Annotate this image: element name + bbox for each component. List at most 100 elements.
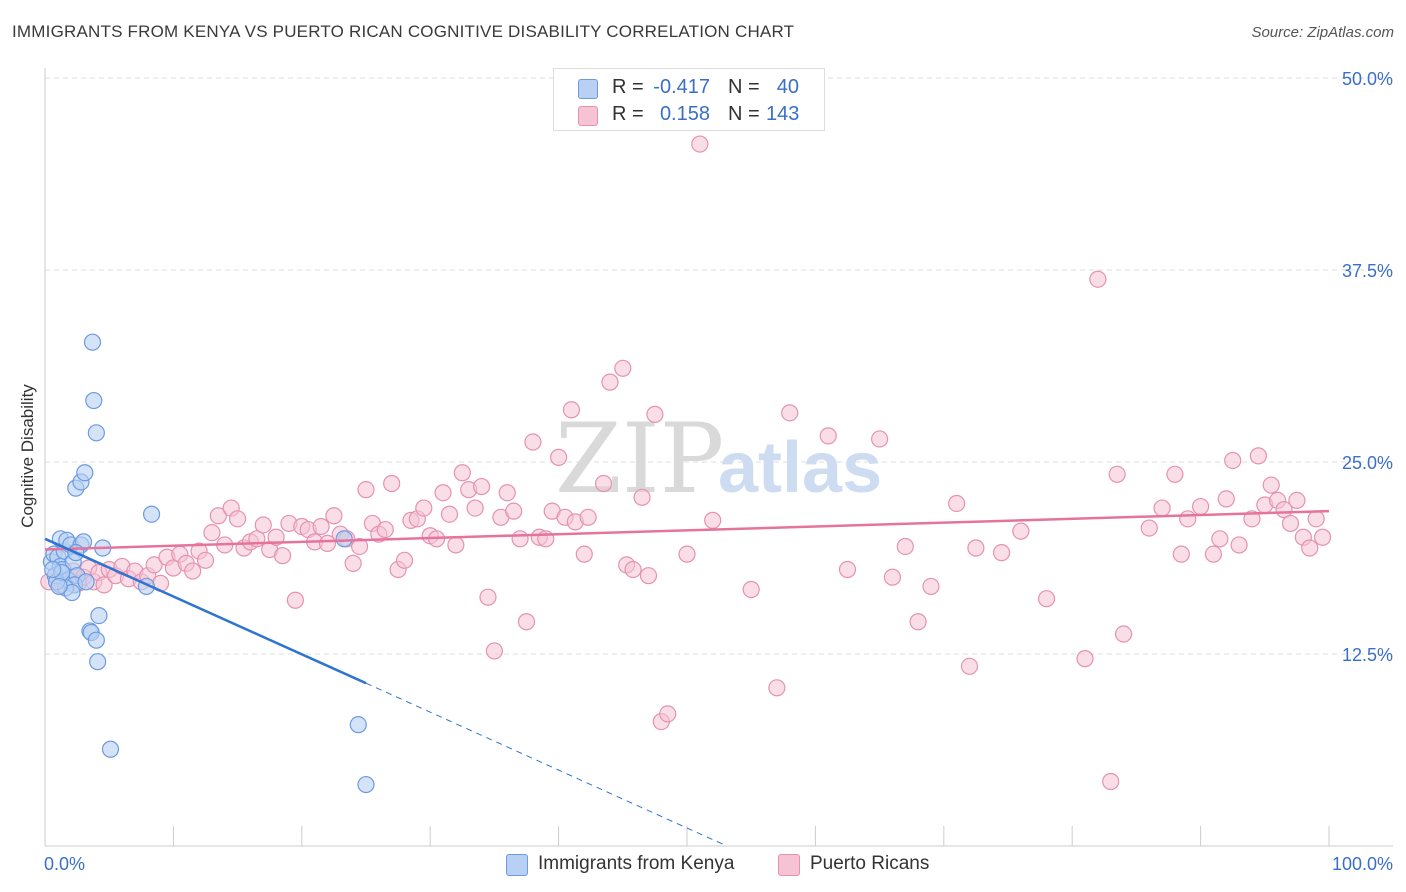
puerto-ricans-point xyxy=(1102,772,1120,791)
legend-label-kenya: Immigrants from Kenya xyxy=(538,853,735,874)
puerto-ricans-point xyxy=(453,464,471,482)
puerto-ricans-point xyxy=(357,481,375,499)
puerto-ricans-point xyxy=(659,705,677,723)
gridlines xyxy=(45,77,1393,655)
legend-r-label: R = xyxy=(612,103,644,125)
puerto-ricans-point xyxy=(960,657,979,675)
puerto-ricans-point xyxy=(95,576,113,594)
legend-swatch-kenya xyxy=(506,854,528,876)
puerto-ricans-point xyxy=(1172,545,1190,563)
kenya-point xyxy=(142,505,161,523)
kenya-point xyxy=(50,577,68,596)
puerto-ricans-point xyxy=(992,544,1011,562)
legend-n-value: 40 xyxy=(776,76,799,98)
source-label: Source: ZipAtlas.com xyxy=(1251,24,1394,41)
puerto-ricans-point xyxy=(472,477,491,496)
puerto-ricans-point xyxy=(601,373,619,391)
puerto-ricans-point xyxy=(209,507,227,525)
kenya-point xyxy=(83,333,102,351)
puerto-ricans-point xyxy=(485,642,503,660)
kenya-point xyxy=(76,464,94,482)
kenya-point xyxy=(87,424,105,442)
puerto-ricans-point xyxy=(350,537,369,556)
puerto-ricans-point xyxy=(1089,270,1107,288)
kenya-point xyxy=(89,653,107,671)
puerto-ricans-point xyxy=(870,430,889,448)
puerto-ricans-point xyxy=(440,505,459,523)
puerto-ricans-point xyxy=(524,433,542,451)
puerto-ricans-point xyxy=(819,427,837,445)
puerto-ricans-point xyxy=(479,588,497,606)
kenya-point xyxy=(44,560,62,579)
puerto-ricans-point xyxy=(639,567,658,585)
puerto-ricans-point xyxy=(1224,451,1242,470)
puerto-ricans-point xyxy=(1114,625,1133,643)
series-legend: Immigrants from Kenya Puerto Ricans xyxy=(0,851,1406,879)
puerto-ricans-point xyxy=(395,551,414,569)
puerto-ricans-point xyxy=(1249,447,1267,465)
puerto-ricans-point xyxy=(781,404,799,422)
puerto-ricans-point xyxy=(948,494,966,513)
kenya-point xyxy=(349,716,367,734)
puerto-ricans-point xyxy=(511,530,529,548)
puerto-ricans-point xyxy=(1140,519,1158,537)
puerto-ricans-point xyxy=(145,556,163,574)
puerto-ricans-point xyxy=(1301,539,1319,557)
puerto-ricans-point xyxy=(614,359,632,377)
watermark: ZIP atlas xyxy=(555,403,882,515)
puerto-ricans-point xyxy=(896,537,914,556)
legend-label-puerto-ricans: Puerto Ricans xyxy=(810,853,930,874)
puerto-ricans-point xyxy=(196,551,215,569)
puerto-ricans-point xyxy=(646,405,664,423)
kenya-point xyxy=(335,530,353,548)
legend-row-puerto-ricans: R = 0.158 N = 143 xyxy=(554,101,824,127)
legend-swatch-puerto-ricans xyxy=(778,854,800,876)
puerto-ricans-point xyxy=(415,499,433,517)
puerto-ricans-point xyxy=(1204,545,1223,563)
kenya-point xyxy=(101,740,120,758)
puerto-ricans-point xyxy=(909,613,927,631)
y-tick-label: 37.5% xyxy=(1342,261,1393,281)
puerto-ricans-point xyxy=(517,613,536,631)
tick-labels: 12.5% 25.0% 37.5% 50.0% 0.0% 100.0% xyxy=(44,69,1393,874)
kenya-points xyxy=(42,333,375,794)
puerto-ricans-trend-line xyxy=(44,509,1330,551)
puerto-ricans-point xyxy=(447,536,465,554)
axes xyxy=(44,68,1393,847)
puerto-ricans-point xyxy=(505,502,523,520)
legend-r-label: R = xyxy=(612,76,644,98)
kenya-point xyxy=(87,631,105,649)
x-tick-label-min: 0.0% xyxy=(44,854,85,874)
legend-r-value: 0.158 xyxy=(659,103,710,125)
puerto-ricans-point xyxy=(466,499,484,517)
puerto-ricans-point xyxy=(1191,497,1210,516)
puerto-ricans-point xyxy=(1288,491,1306,509)
puerto-ricans-point xyxy=(838,560,857,579)
kenya-point xyxy=(357,775,375,794)
y-tick-label: 12.5% xyxy=(1342,645,1393,665)
puerto-ricans-point xyxy=(325,507,343,525)
puerto-ricans-point xyxy=(254,516,272,534)
puerto-ricans-point xyxy=(1307,510,1325,528)
puerto-ricans-point xyxy=(344,554,362,572)
puerto-ricans-point xyxy=(1243,510,1261,528)
kenya-point xyxy=(77,573,95,591)
puerto-ricans-point xyxy=(273,547,292,565)
puerto-ricans-points xyxy=(40,80,1332,791)
puerto-ricans-point xyxy=(1313,528,1332,546)
legend-n-label: N = xyxy=(728,76,760,98)
legend-n-label: N = xyxy=(728,103,760,125)
puerto-ricans-point xyxy=(229,510,247,528)
puerto-ricans-point xyxy=(318,534,337,553)
legend-swatch-kenya xyxy=(578,79,598,99)
puerto-ricans-point xyxy=(1262,476,1280,494)
puerto-ricans-point xyxy=(312,517,330,536)
puerto-ricans-point xyxy=(286,591,304,609)
puerto-ricans-point xyxy=(203,524,221,542)
kenya-point xyxy=(85,391,103,410)
legend-row-kenya: R = -0.417 N = 40 xyxy=(554,74,824,100)
puerto-ricans-point xyxy=(742,580,760,599)
puerto-ricans-point xyxy=(498,484,516,502)
puerto-ricans-point xyxy=(549,448,568,466)
